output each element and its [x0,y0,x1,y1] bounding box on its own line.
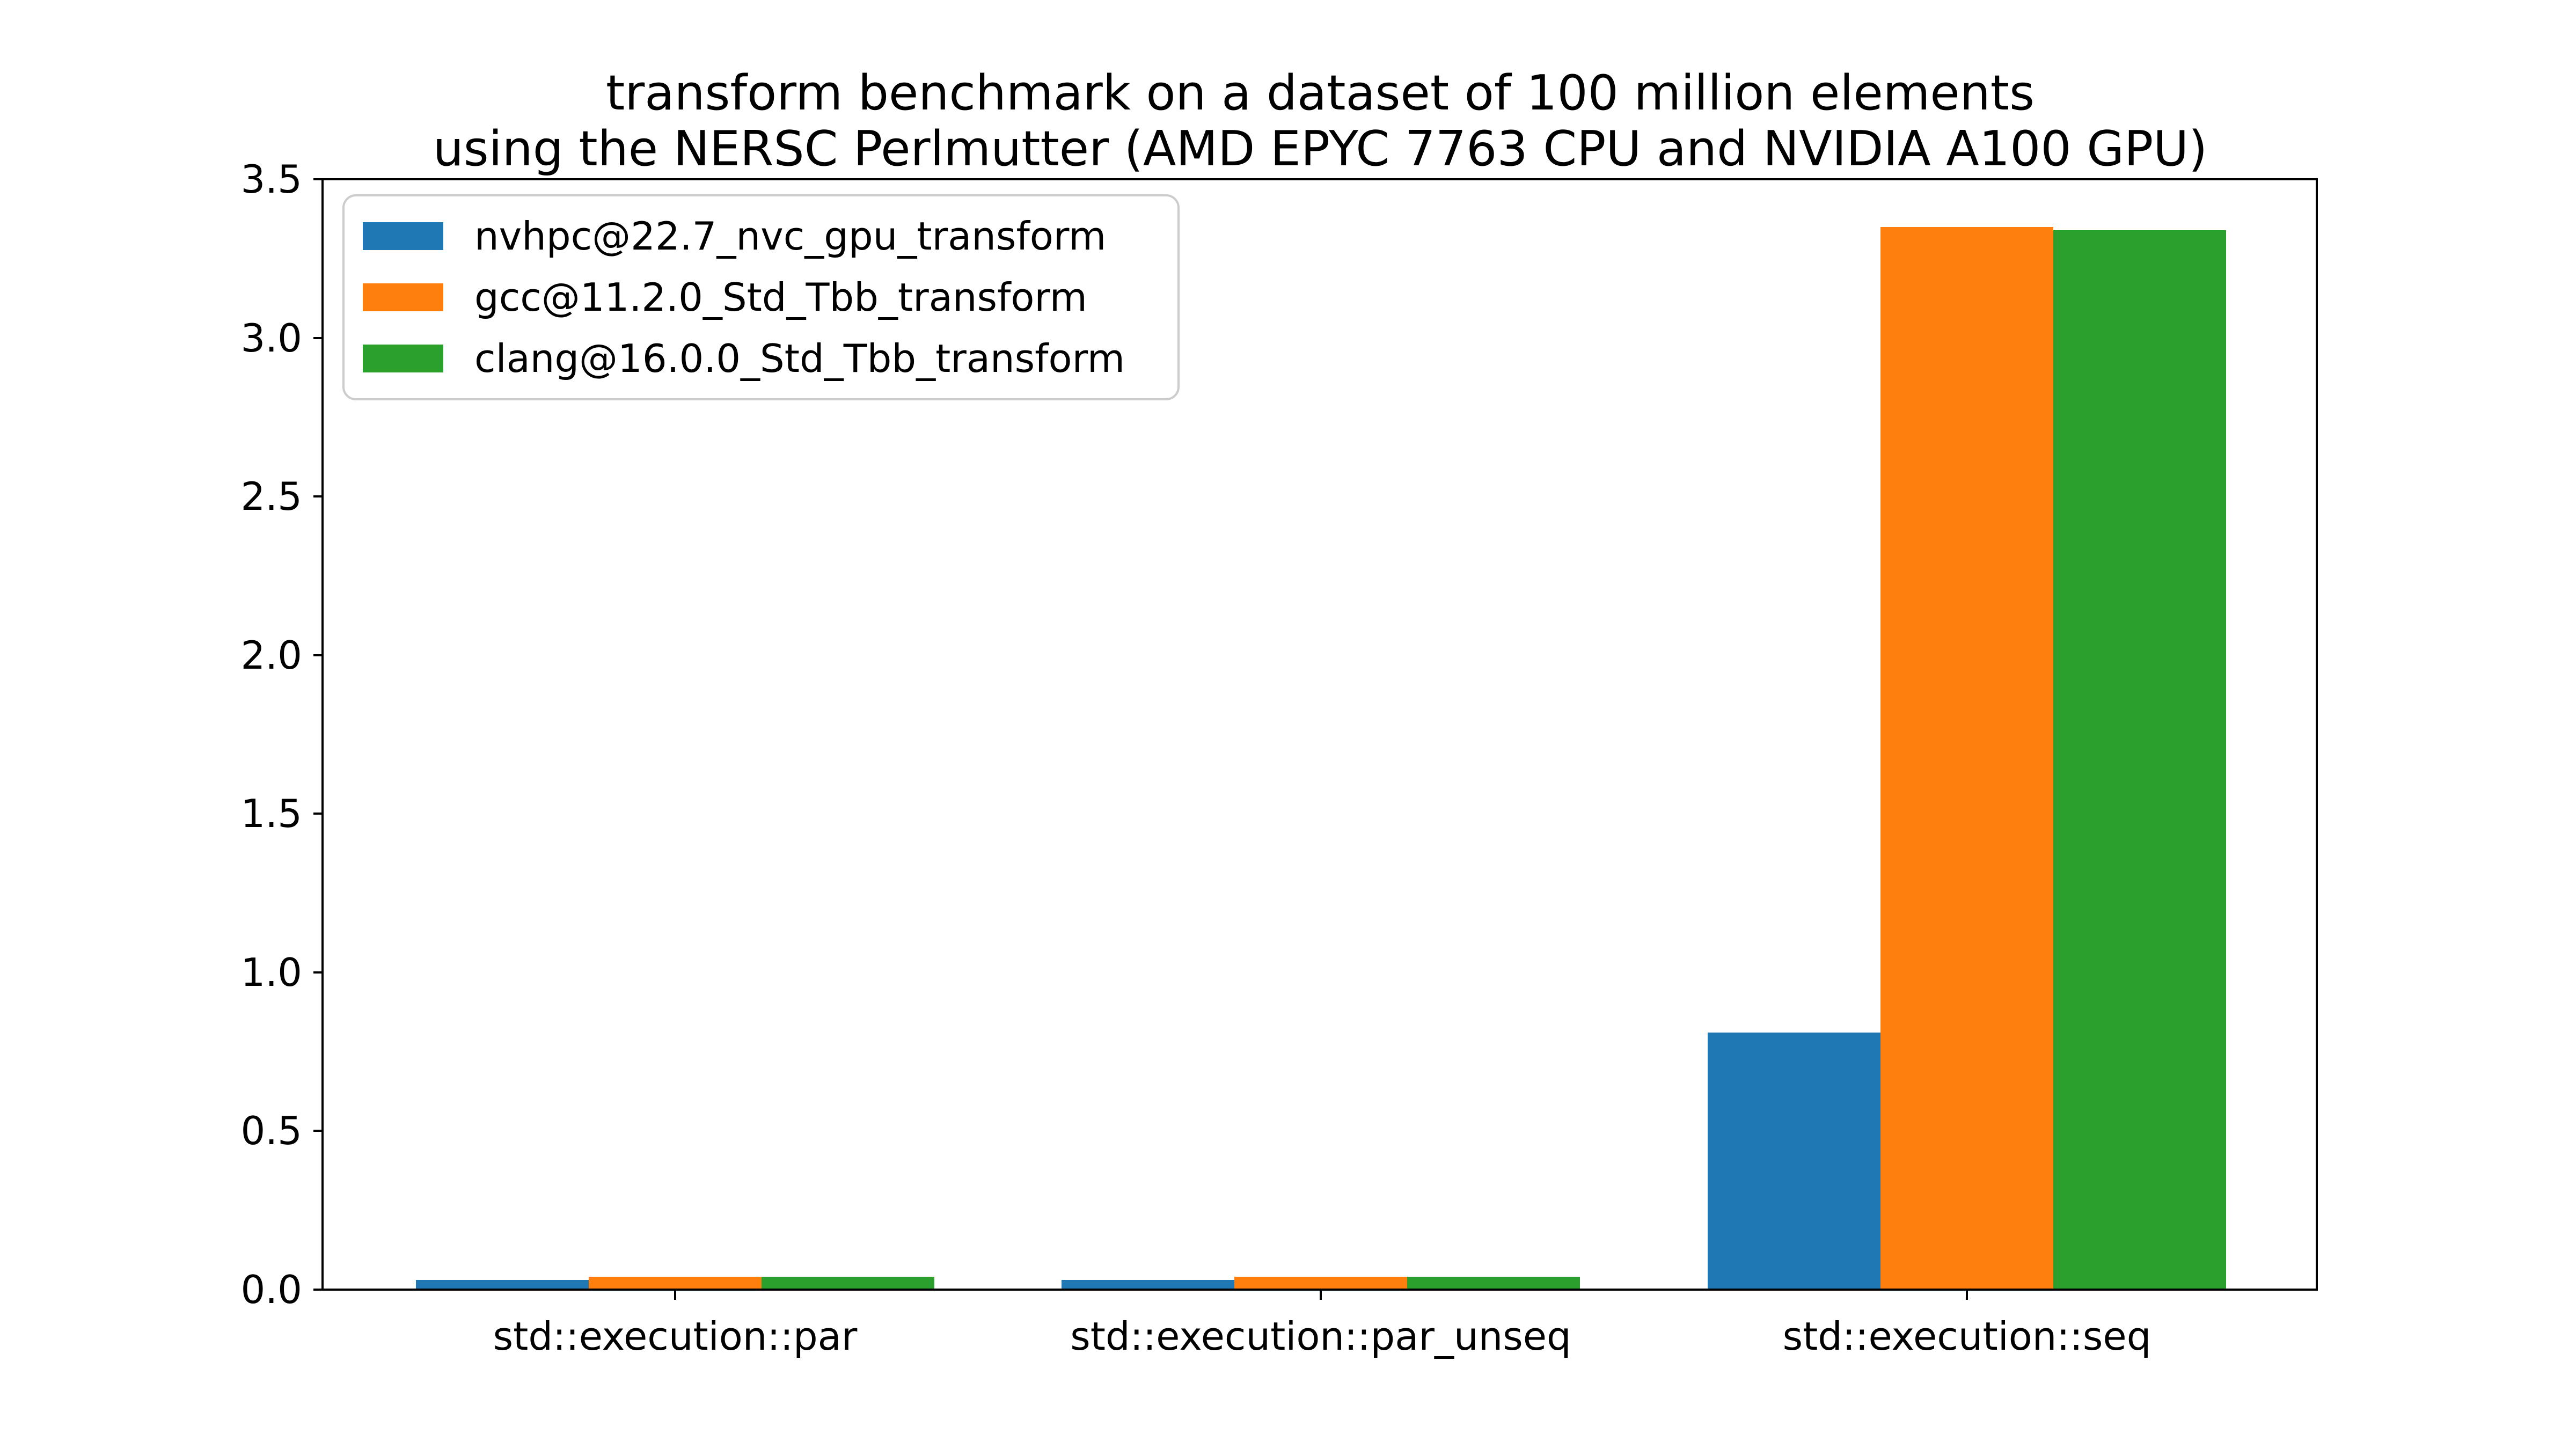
bar-series0-cat1 [1062,1280,1234,1289]
y-tick-mark [313,1289,321,1291]
legend-swatch [363,222,443,250]
chart-title-line1: transform benchmark on a dataset of 100 … [606,65,2035,121]
y-tick-label: 2.0 [240,633,302,678]
y-tick-label: 2.5 [240,474,302,519]
chart-title: transform benchmark on a dataset of 100 … [301,65,2340,177]
y-tick-mark [313,495,321,497]
legend-label: clang@16.0.0_Std_Tbb_transform [474,336,1125,381]
legend-row: clang@16.0.0_Std_Tbb_transform [363,328,1177,389]
bar-series1-cat2 [1880,227,2053,1289]
bar-series0-cat0 [416,1280,589,1289]
y-tick-label: 0.0 [240,1267,302,1312]
plot-area [321,178,2318,1291]
x-tick-label: std::execution::par_unseq [1070,1314,1571,1359]
y-tick-mark [313,337,321,339]
y-tick-label: 1.0 [240,950,302,995]
x-tick-mark [674,1291,676,1300]
y-tick-mark [313,813,321,815]
y-tick-mark [313,654,321,656]
chart-title-line2: using the NERSC Perlmutter (AMD EPYC 776… [433,121,2208,177]
legend-label: nvhpc@22.7_nvc_gpu_transform [474,214,1107,259]
y-tick-label: 3.0 [240,316,302,361]
legend-swatch [363,345,443,372]
bar-series0-cat2 [1708,1033,1880,1289]
y-tick-mark [313,178,321,180]
y-tick-mark [313,1130,321,1132]
bar-series2-cat0 [762,1277,934,1289]
bar-series2-cat2 [2053,230,2226,1289]
y-tick-label: 0.5 [240,1108,302,1153]
bar-series1-cat0 [589,1277,762,1289]
bar-series1-cat1 [1234,1277,1407,1289]
legend: nvhpc@22.7_nvc_gpu_transform gcc@11.2.0_S… [342,194,1180,400]
y-tick-label: 3.5 [240,157,302,202]
bar-series2-cat1 [1407,1277,1580,1289]
x-tick-mark [1966,1291,1968,1300]
y-tick-label: 1.5 [240,791,302,836]
x-tick-label: std::execution::par [493,1314,858,1359]
x-tick-label: std::execution::seq [1782,1314,2151,1359]
y-tick-mark [313,971,321,974]
legend-swatch [363,283,443,311]
legend-row: nvhpc@22.7_nvc_gpu_transform [363,206,1177,267]
x-tick-mark [1320,1291,1322,1300]
legend-label: gcc@11.2.0_Std_Tbb_transform [474,275,1087,320]
legend-row: gcc@11.2.0_Std_Tbb_transform [363,267,1177,328]
